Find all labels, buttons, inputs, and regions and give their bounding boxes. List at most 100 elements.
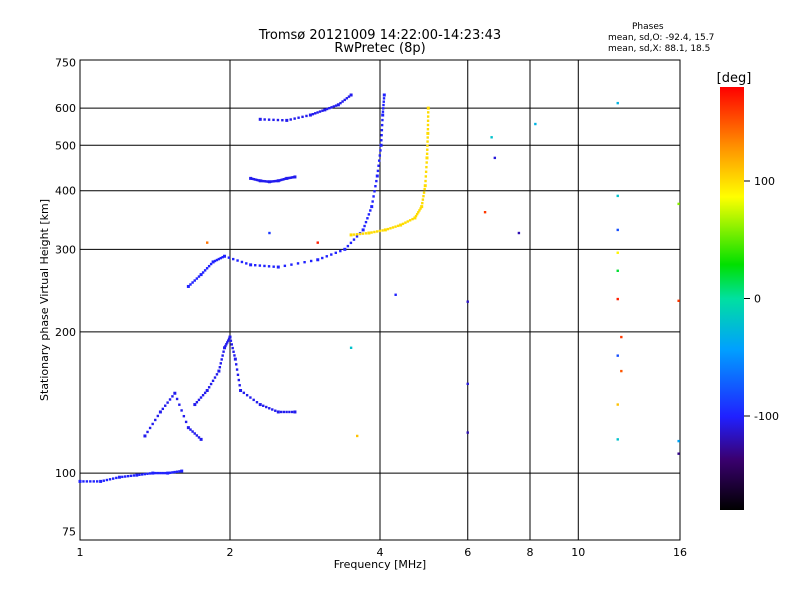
echo-point (375, 230, 379, 233)
echo-point (143, 472, 146, 476)
echo-point (220, 358, 223, 361)
echo-point (380, 123, 384, 127)
echo-point (197, 436, 201, 439)
scatter-point (394, 293, 397, 296)
echo-point (301, 115, 304, 119)
echo-point (426, 115, 430, 118)
echo-point (78, 479, 82, 483)
echo-point (382, 97, 386, 100)
scatter-point (677, 299, 680, 303)
echo-point (221, 354, 224, 357)
echo-point (191, 430, 194, 433)
echo-point (207, 264, 211, 268)
echo-point (286, 176, 290, 180)
echo-point (426, 136, 429, 139)
echo-point (330, 106, 333, 109)
scatter-point (616, 194, 619, 198)
echo-point (105, 478, 109, 482)
echo-point (424, 170, 428, 173)
echo-point (297, 116, 300, 119)
echo-point (207, 386, 211, 389)
echo-point (195, 401, 199, 404)
echo-point (424, 179, 427, 183)
echo-point (285, 410, 288, 414)
scatter-point (534, 122, 537, 126)
phases-heading: Phases (632, 22, 664, 32)
echo-point (267, 118, 271, 121)
echo-point (426, 140, 429, 143)
scatter-point (677, 202, 680, 206)
echo-point (215, 373, 219, 376)
echo-point (156, 414, 160, 418)
echo-point (281, 178, 284, 181)
echo-point (255, 401, 259, 404)
echo-point (171, 395, 174, 398)
echo-point (235, 363, 238, 366)
echo-point (213, 259, 217, 263)
echo-point (89, 480, 92, 483)
echo-point (352, 233, 356, 236)
echo-point (404, 221, 407, 224)
y-tick-label: 750 (55, 57, 76, 70)
echo-point (427, 111, 430, 114)
echo-point (260, 179, 263, 183)
echo-point (282, 177, 286, 181)
x-tick-label: 4 (377, 546, 384, 559)
echo-point (272, 118, 275, 122)
scatter-point (616, 101, 619, 105)
echo-point (361, 232, 365, 235)
echo-point (379, 149, 382, 152)
echo-point (380, 139, 383, 142)
echo-point (121, 475, 124, 479)
echo-point (166, 401, 169, 404)
y-tick-label: 200 (55, 326, 76, 339)
echo-point (278, 179, 281, 182)
echo-point (173, 391, 177, 395)
echo-point (355, 233, 359, 236)
echo-point (373, 230, 376, 234)
echo-point (180, 469, 184, 473)
echo-point (334, 251, 338, 255)
echo-point (426, 128, 430, 131)
echo-point (355, 235, 359, 238)
echo-point (219, 362, 222, 365)
echo-point (205, 267, 209, 270)
echo-point (381, 118, 384, 122)
echo-point (189, 428, 192, 431)
echo-point (381, 113, 385, 117)
echo-point (132, 474, 136, 477)
echo-point (374, 185, 377, 188)
echo-point (95, 480, 99, 483)
echo-point (197, 275, 201, 278)
echo-point (271, 408, 274, 411)
echo-point (232, 257, 235, 261)
echo-point (227, 256, 231, 259)
echo-point (411, 217, 414, 221)
echo-point (293, 175, 297, 179)
echo-point (420, 205, 424, 209)
echo-point (343, 247, 347, 251)
scatter-point (616, 269, 619, 272)
echo-point (168, 398, 172, 401)
echo-point (382, 103, 385, 107)
colorbar-label: [deg] (717, 71, 752, 86)
echo-point (381, 110, 385, 113)
echo-point (186, 426, 190, 430)
echo-point (369, 209, 372, 212)
echo-point (168, 471, 172, 474)
echo-point (423, 187, 426, 191)
echo-point (117, 475, 121, 479)
echo-point (178, 470, 181, 473)
echo-point (347, 95, 351, 98)
echo-point (199, 396, 203, 399)
echo-point (364, 220, 368, 224)
echo-point (371, 200, 374, 203)
echo-point (426, 148, 429, 151)
echo-point (231, 346, 234, 350)
echo-point (414, 214, 418, 218)
echo-point (226, 341, 229, 344)
echo-point (305, 114, 308, 118)
echo-point (343, 98, 346, 102)
echo-point (245, 393, 249, 397)
echo-point (316, 111, 319, 114)
